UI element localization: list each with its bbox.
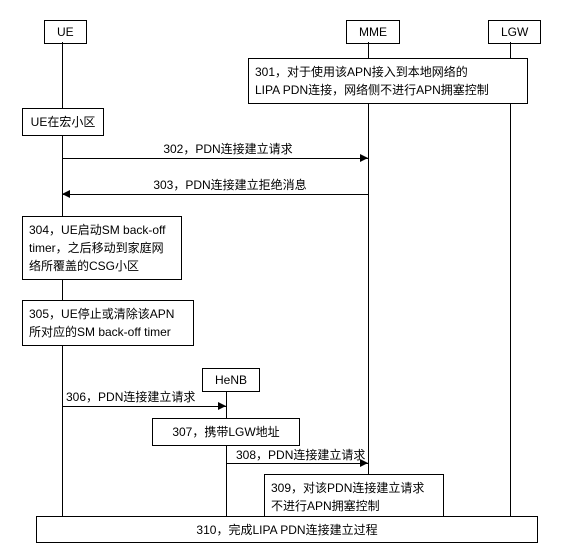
participant-lgw: LGW [488,20,541,44]
note-309: 309，对该PDN连接建立请求 不进行APN拥塞控制 [264,474,444,520]
note-309-line2: 不进行APN拥塞控制 [271,497,437,515]
lifeline-mme [368,42,369,536]
note-ue-macro-text: UE在宏小区 [31,115,96,129]
msg-306-label: 306，PDN连接建立请求 [66,388,195,405]
participant-mme-label: MME [359,25,387,39]
msg-306-arrow [62,406,226,407]
participant-henb-label: HeNB [215,373,247,387]
msg-308-label: 308，PDN连接建立请求 [236,446,365,463]
note-301: 301，对于使用该APN接入到本地网络的 LIPA PDN连接，网络侧不进行AP… [248,58,528,104]
note-301-line1: 301，对于使用该APN接入到本地网络的 [255,63,521,81]
msg-302-label: 302，PDN连接建立请求 [118,140,338,157]
msg-308-arrow [226,463,368,464]
lifeline-lgw [510,42,511,536]
note-304: 304，UE启动SM back-off timer，之后移动到家庭网 络所覆盖的… [22,216,182,280]
msg-303-arrow [62,194,368,195]
note-304-line1: 304，UE启动SM back-off [29,221,175,239]
participant-mme: MME [346,20,400,44]
note-305-line1: 305，UE停止或清除该APN [29,305,187,323]
note-304-line3: 络所覆盖的CSG小区 [29,257,175,275]
note-301-line2: LIPA PDN连接，网络侧不进行APN拥塞控制 [255,81,521,99]
note-305-line2: 所对应的SM back-off timer [29,323,187,341]
msg-302-arrow [62,158,368,159]
note-ue-macro: UE在宏小区 [22,108,104,136]
note-310-text: 310，完成LIPA PDN连接建立过程 [196,523,377,537]
note-305: 305，UE停止或清除该APN 所对应的SM back-off timer [22,300,194,346]
note-304-line2: timer，之后移动到家庭网 [29,239,175,257]
participant-ue: UE [44,20,87,44]
participant-lgw-label: LGW [501,25,528,39]
participant-henb: HeNB [202,368,260,392]
msg-303-label: 303，PDN连接建立拒绝消息 [110,176,350,193]
note-307: 307，携带LGW地址 [152,418,300,446]
note-310: 310，完成LIPA PDN连接建立过程 [36,516,538,543]
note-307-text: 307，携带LGW地址 [172,425,279,439]
note-309-line1: 309，对该PDN连接建立请求 [271,479,437,497]
participant-ue-label: UE [57,25,74,39]
